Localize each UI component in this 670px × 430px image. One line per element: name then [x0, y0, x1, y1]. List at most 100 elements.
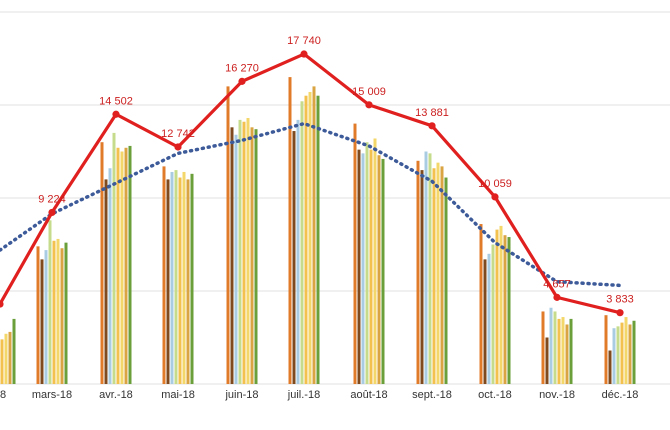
bar: [288, 77, 292, 384]
bar: [304, 95, 308, 384]
x-tick-label: avr.-18: [99, 389, 133, 401]
bar: [128, 145, 132, 384]
bar: [44, 250, 48, 384]
bar: [300, 101, 304, 384]
bar: [234, 134, 238, 384]
data-label: 14 502: [99, 95, 133, 107]
bar: [373, 138, 377, 384]
bar: [436, 162, 440, 384]
bar: [365, 142, 369, 384]
bar: [316, 95, 320, 384]
bar: [432, 168, 436, 384]
bar: [612, 328, 616, 384]
bar: [246, 118, 250, 385]
bar: [541, 311, 545, 384]
x-tick-label: déc.-18: [602, 389, 639, 401]
trendline: [0, 121, 622, 288]
x-tick-label: oct.-18: [478, 389, 512, 401]
bar: [40, 259, 44, 384]
bar: [162, 166, 166, 384]
line-point: [112, 110, 120, 118]
bar: [36, 246, 40, 384]
data-label: 16 270: [225, 62, 259, 74]
red-line-group: [0, 50, 624, 317]
x-tick-label: mars-18: [32, 389, 72, 401]
bar: [424, 151, 428, 384]
bar: [312, 86, 316, 385]
data-label: 9 224: [38, 193, 66, 205]
bar: [495, 229, 499, 384]
line-point: [365, 101, 373, 109]
line-point: [48, 208, 56, 217]
trendline-group: [0, 121, 622, 288]
bar: [166, 179, 170, 384]
bar: [182, 171, 186, 384]
bar: [507, 237, 511, 384]
bar: [616, 326, 620, 384]
bar: [440, 166, 444, 384]
bar: [479, 224, 483, 384]
bar: [416, 160, 420, 384]
bar: [242, 121, 246, 385]
x-tick-label: août-18: [350, 389, 387, 401]
bar-series-group: [0, 77, 636, 385]
bar: [60, 248, 64, 384]
data-label: 3 833: [606, 294, 634, 306]
bar: [186, 179, 190, 384]
line-point: [616, 309, 624, 317]
line-point: [491, 193, 499, 201]
bar: [238, 119, 242, 384]
data-label: 15 009: [352, 86, 386, 98]
data-label: 12 742: [161, 128, 195, 140]
bar: [628, 324, 632, 384]
bar: [292, 131, 296, 384]
bar: [420, 170, 424, 384]
bar: [561, 317, 565, 384]
bar: [4, 333, 8, 384]
bar: [12, 318, 16, 384]
bar: [124, 147, 128, 384]
data-label: 13 881: [415, 107, 449, 119]
bar: [116, 147, 120, 384]
bar: [444, 177, 448, 384]
line-point: [300, 50, 308, 58]
x-tick-label: sept.-18: [412, 389, 452, 401]
bar: [381, 158, 385, 384]
bar: [230, 127, 234, 384]
bar: [549, 307, 553, 384]
bar: [608, 350, 612, 384]
bar: [48, 220, 52, 384]
bar: [254, 129, 258, 384]
bar: [178, 177, 182, 384]
bar: [120, 151, 124, 384]
bar: [483, 259, 487, 384]
bar: [174, 170, 178, 384]
line-point: [428, 122, 436, 130]
bar: [624, 317, 628, 384]
bar: [250, 127, 254, 384]
bar: [112, 132, 116, 384]
bar: [100, 142, 104, 384]
line-point: [553, 293, 561, 301]
bar: [296, 119, 300, 384]
bar: [557, 318, 561, 384]
bar: [64, 242, 68, 384]
bar: [503, 235, 507, 384]
bar: [104, 179, 108, 384]
data-label: 17 740: [287, 35, 321, 47]
line-point: [0, 300, 4, 308]
bar: [553, 311, 557, 384]
bar: [491, 244, 495, 384]
bar: [545, 337, 549, 384]
bar: [52, 240, 56, 384]
bar: [487, 253, 491, 384]
data-labels-group: 9 224 14 502 12 742 16 270 17 740 15 009 13 88…: [38, 35, 634, 306]
bar: [569, 318, 573, 384]
x-tick-label: nov.-18: [539, 389, 575, 401]
bar: [357, 149, 361, 384]
bar: [499, 225, 503, 384]
bar: [428, 153, 432, 384]
line-point: [174, 143, 182, 151]
bar: [226, 86, 230, 385]
